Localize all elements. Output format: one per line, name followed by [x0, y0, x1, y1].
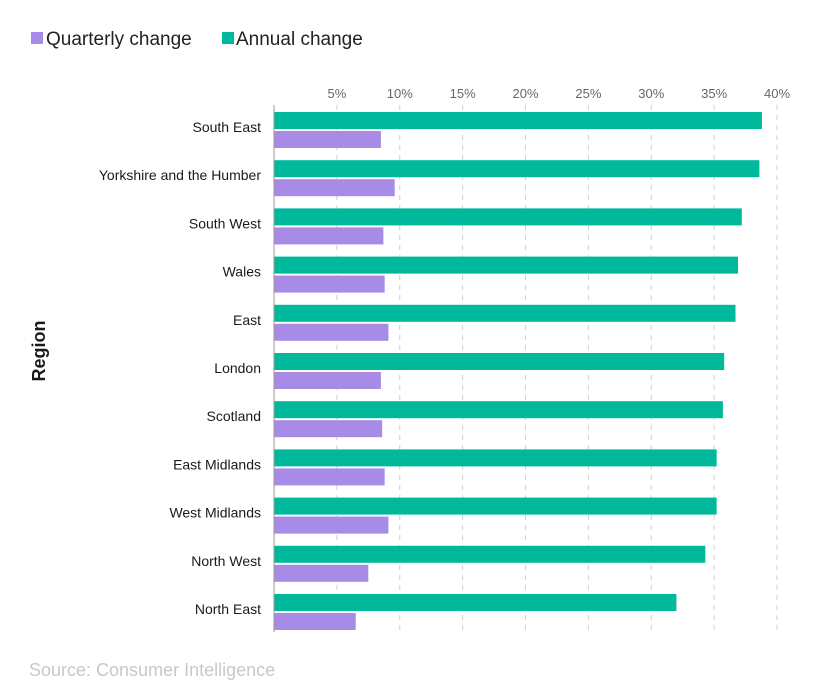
x-tick-label: 30%	[638, 86, 664, 101]
bar-quarterly-north-west	[274, 564, 369, 582]
bar-annual-east-midlands	[274, 449, 717, 467]
category-label: South West	[189, 215, 261, 231]
bar-annual-scotland	[274, 401, 723, 419]
category-label: Yorkshire and the Humber	[99, 167, 261, 183]
bar-quarterly-wales	[274, 275, 385, 293]
x-tick-label: 40%	[764, 86, 790, 101]
bar-annual-north-west	[274, 545, 706, 563]
category-label: East Midlands	[173, 456, 261, 472]
category-label: East	[233, 312, 261, 328]
bar-annual-west-midlands	[274, 497, 717, 515]
x-tick-label: 15%	[450, 86, 476, 101]
category-label: West Midlands	[169, 505, 261, 521]
legend-swatch-quarterly	[31, 32, 43, 44]
bar-annual-south-west	[274, 208, 742, 226]
x-tick-label: 25%	[575, 86, 601, 101]
x-tick-label: 5%	[327, 86, 346, 101]
category-labels: South East Yorkshire and the Humber South …	[99, 119, 261, 617]
bar-annual-north-east	[274, 594, 677, 611]
y-axis-title: Region	[29, 321, 49, 382]
legend-label-annual: Annual change	[236, 29, 363, 50]
legend-label-quarterly: Quarterly change	[46, 29, 192, 50]
category-label: London	[214, 360, 261, 376]
x-tick-label: 35%	[701, 86, 727, 101]
category-label: Wales	[223, 264, 261, 280]
bar-quarterly-north-east	[274, 613, 356, 630]
bar-annual-south-east	[274, 112, 762, 129]
bar-annual-london	[274, 353, 725, 370]
bar-quarterly-west-midlands	[274, 516, 389, 534]
legend-swatch-annual	[222, 32, 234, 44]
bar-quarterly-yorkshire-and-the-humber	[274, 179, 395, 197]
bars	[274, 112, 762, 630]
category-label: Scotland	[207, 408, 261, 424]
category-label: North East	[195, 601, 261, 617]
bar-quarterly-south-east	[274, 131, 381, 148]
x-tick-label: 20%	[512, 86, 538, 101]
legend: Quarterly change Annual change	[31, 29, 363, 50]
category-label: South East	[193, 119, 262, 135]
bar-quarterly-east-midlands	[274, 468, 385, 486]
bar-quarterly-london	[274, 372, 381, 389]
bar-annual-wales	[274, 256, 739, 274]
x-tick-label: 10%	[387, 86, 413, 101]
source-text: Source: Consumer Intelligence	[29, 660, 275, 680]
bar-quarterly-east	[274, 323, 389, 341]
bar-quarterly-scotland	[274, 420, 383, 438]
x-axis-tick-labels: 5% 10% 15% 20% 25% 30% 35% 40%	[327, 86, 790, 101]
category-label: North West	[191, 553, 261, 569]
bar-annual-east	[274, 304, 736, 322]
bar-quarterly-south-west	[274, 227, 384, 245]
bar-annual-yorkshire-and-the-humber	[274, 160, 760, 178]
